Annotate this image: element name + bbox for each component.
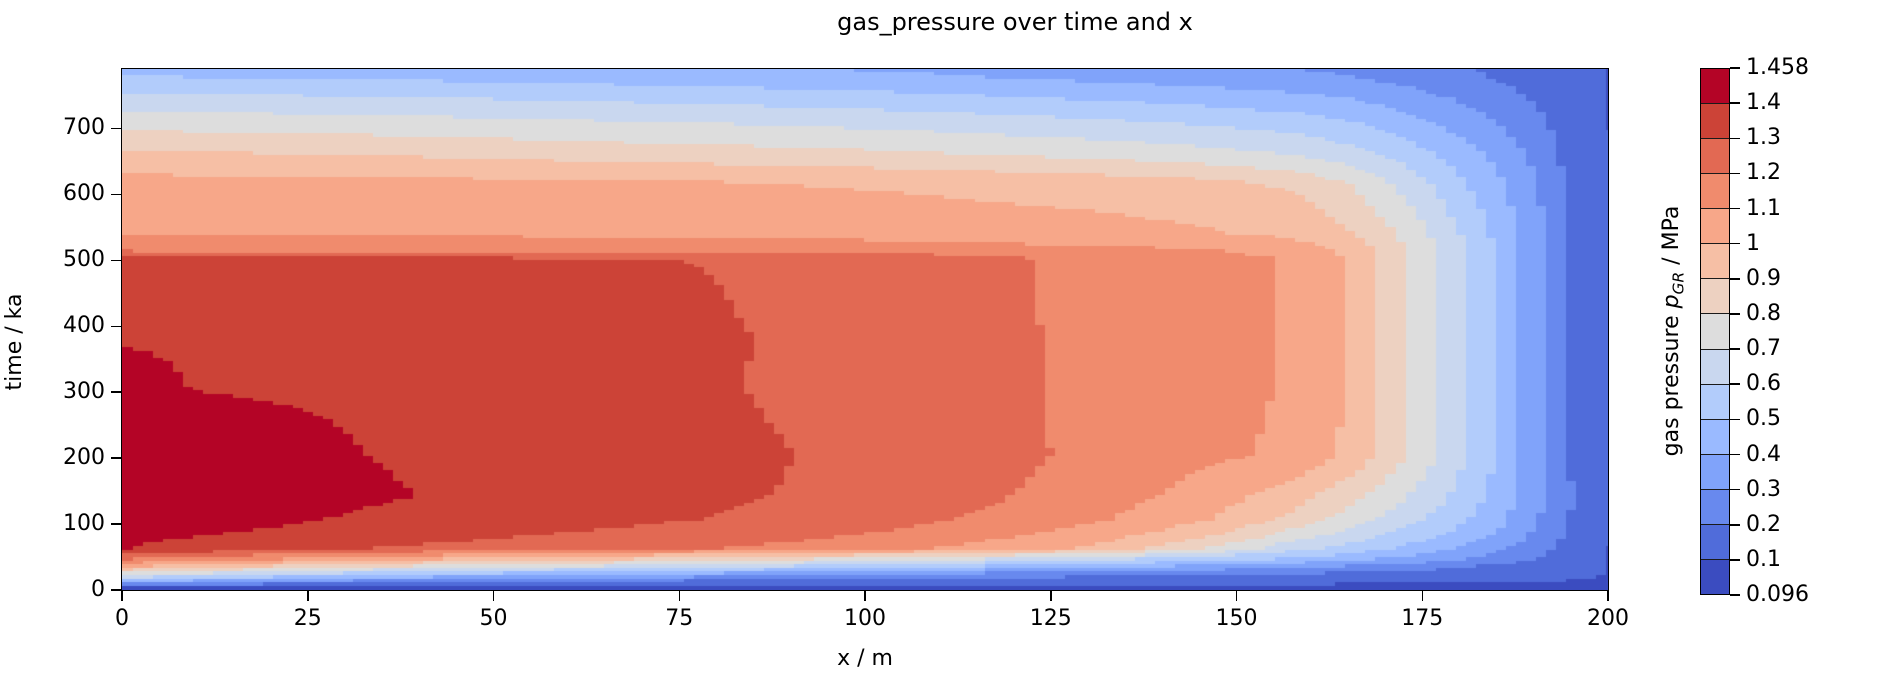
colorbar-tick-label: 0.9: [1746, 265, 1781, 291]
colorbar-segment: [1701, 488, 1729, 524]
contour-plot-canvas: [122, 69, 1608, 590]
y-tick-label: 0: [91, 577, 105, 602]
x-tick-mark: [678, 591, 680, 601]
colorbar-segment: [1701, 523, 1729, 559]
colorbar-tick-label: 1.2: [1746, 160, 1781, 186]
colorbar-tick-mark: [1730, 242, 1740, 245]
colorbar-tick-mark: [1730, 207, 1740, 210]
colorbar-tick-mark: [1730, 67, 1740, 69]
y-tick-label: 500: [63, 247, 105, 273]
x-tick-label: 175: [1401, 606, 1444, 631]
colorbar-tick-mark: [1730, 524, 1740, 526]
colorbar-tick-mark: [1730, 418, 1740, 421]
colorbar-tick-mark: [1730, 348, 1740, 350]
colorbar-tick-label: 0.1: [1746, 546, 1781, 572]
colorbar-tick-label: 1: [1746, 230, 1760, 256]
chart-title: gas_pressure over time and x: [837, 8, 1193, 36]
x-tick-mark: [492, 591, 495, 601]
y-tick-mark: [111, 523, 121, 525]
colorbar-tick-mark: [1730, 383, 1740, 385]
colorbar-tick-label: 1.4: [1746, 90, 1781, 116]
colorbar-tick-mark: [1730, 488, 1740, 491]
colorbar-tick-label: 0.5: [1746, 406, 1781, 432]
colorbar-tick-label: 1.458: [1746, 55, 1809, 80]
x-tick-mark: [864, 591, 866, 601]
colorbar-tick-label: 0.3: [1746, 476, 1781, 502]
x-tick-label: 75: [665, 606, 694, 631]
y-tick-label: 600: [63, 181, 105, 207]
y-tick-mark: [111, 127, 121, 130]
colorbar-tick-label: 0.8: [1746, 300, 1781, 326]
colorbar-segment: [1701, 138, 1729, 174]
x-tick-label: 0: [115, 606, 129, 631]
colorbar-tick-label: 1.1: [1746, 195, 1781, 221]
x-axis-label: x / m: [837, 646, 893, 671]
x-tick-label: 100: [844, 606, 886, 631]
x-tick-label: 200: [1587, 606, 1629, 631]
x-tick-label: 25: [293, 606, 322, 631]
colorbar-tick-mark: [1730, 137, 1740, 139]
x-tick-mark: [1421, 591, 1423, 601]
y-tick-mark: [111, 193, 121, 196]
colorbar-tick-mark: [1730, 172, 1740, 175]
x-tick-label: 50: [479, 606, 508, 631]
y-tick-label: 300: [63, 379, 105, 405]
x-tick-mark: [307, 591, 309, 601]
colorbar-tick-label: 0.6: [1746, 371, 1781, 397]
y-tick-mark: [111, 391, 121, 393]
colorbar-tick-label: 0.096: [1746, 582, 1809, 607]
colorbar-tick-label: 1.3: [1746, 125, 1781, 151]
x-tick-label: 125: [1029, 606, 1072, 631]
colorbar-tick-mark: [1730, 278, 1740, 280]
colorbar-tick-label: 0.4: [1746, 441, 1781, 467]
y-tick-label: 200: [63, 445, 105, 471]
y-tick-mark: [111, 589, 121, 591]
x-tick-mark: [1235, 591, 1238, 601]
colorbar-segment: [1701, 418, 1729, 454]
colorbar-segment: [1701, 278, 1729, 314]
colorbar-segment: [1701, 383, 1729, 419]
colorbar-segment: [1701, 208, 1729, 244]
colorbar-tick-mark: [1730, 559, 1740, 561]
y-tick-mark: [111, 259, 121, 261]
x-tick-mark: [1607, 591, 1609, 601]
colorbar-segment: [1701, 243, 1729, 279]
colorbar: [1700, 68, 1730, 595]
colorbar-tick-label: 0.2: [1746, 511, 1781, 537]
x-tick-mark: [1050, 591, 1052, 601]
colorbar-tick-mark: [1730, 102, 1740, 104]
y-tick-mark: [111, 457, 121, 459]
x-tick-label: 150: [1215, 606, 1258, 631]
y-tick-label: 400: [63, 313, 105, 339]
colorbar-tick-label: 0.7: [1746, 336, 1781, 362]
colorbar-segment: [1701, 173, 1729, 209]
colorbar-tick-mark: [1730, 453, 1740, 456]
y-tick-mark: [111, 325, 121, 327]
colorbar-segment: [1701, 348, 1729, 384]
colorbar-segment: [1701, 69, 1729, 104]
y-tick-label: 700: [63, 115, 105, 141]
colorbar-segment: [1701, 313, 1729, 349]
colorbar-segment: [1701, 453, 1729, 489]
colorbar-label: gas pressure pGR / MPa: [1659, 205, 1688, 457]
colorbar-segment: [1701, 103, 1729, 139]
plot-border: [121, 68, 1609, 591]
colorbar-tick-mark: [1730, 594, 1740, 596]
x-tick-mark: [121, 591, 123, 601]
y-tick-label: 100: [63, 511, 105, 537]
colorbar-tick-mark: [1730, 313, 1740, 315]
colorbar-segment: [1701, 558, 1729, 594]
